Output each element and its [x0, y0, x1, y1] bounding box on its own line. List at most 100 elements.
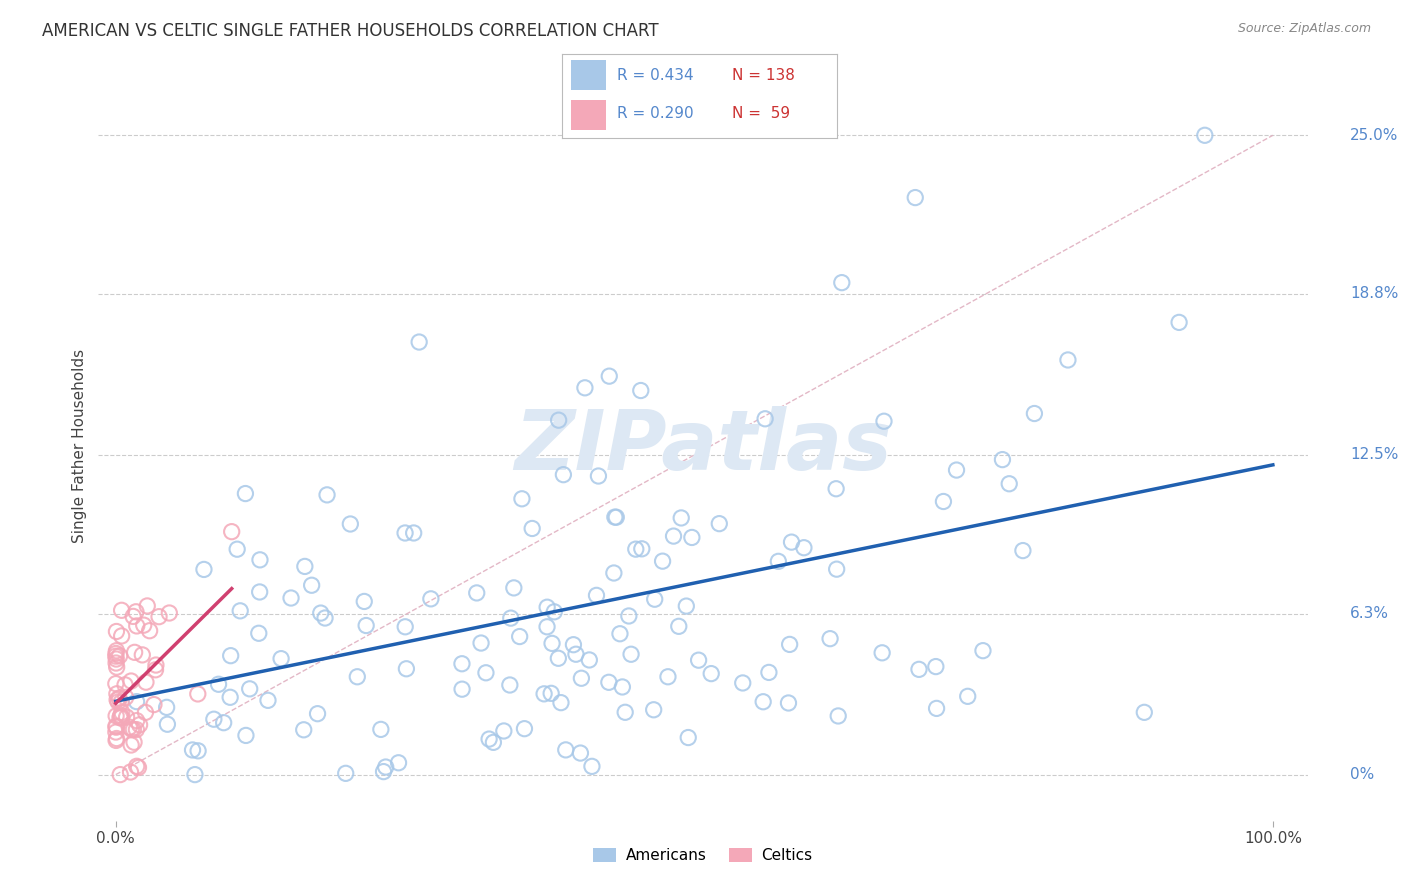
Point [120, 738, 142, 752]
Point [373, 764, 395, 779]
Point [793, 541, 815, 555]
Point [121, 723, 143, 737]
Point [128, 718, 150, 732]
Text: ZIPatlas: ZIPatlas [515, 406, 891, 486]
Point [908, 662, 931, 676]
Point [904, 191, 927, 205]
Point [402, 525, 425, 540]
Point [135, 675, 157, 690]
Point [945, 463, 967, 477]
Y-axis label: Single Father Households: Single Father Households [72, 349, 87, 543]
Point [624, 542, 647, 557]
Point [104, 649, 127, 664]
Point [569, 746, 592, 760]
Point [643, 703, 665, 717]
Point [125, 759, 148, 773]
Text: R = 0.434: R = 0.434 [617, 68, 693, 83]
Point [571, 671, 593, 685]
Point [603, 566, 626, 580]
Point [394, 620, 416, 634]
Point [105, 652, 128, 666]
Point [249, 553, 271, 567]
Point [662, 529, 685, 543]
Point [125, 723, 148, 737]
Point [145, 663, 167, 677]
Point [932, 494, 955, 508]
Point [105, 693, 128, 707]
Point [219, 690, 242, 705]
Point [105, 660, 128, 674]
Point [105, 731, 128, 746]
Legend: Americans, Celtics: Americans, Celtics [588, 841, 818, 869]
Point [1194, 128, 1216, 143]
Point [818, 632, 841, 646]
Point [502, 581, 524, 595]
Text: 18.8%: 18.8% [1350, 286, 1399, 301]
Point [212, 715, 235, 730]
Point [370, 723, 392, 737]
Point [125, 619, 148, 633]
Point [543, 605, 565, 619]
Point [925, 701, 948, 715]
Point [780, 535, 803, 549]
Point [1057, 353, 1080, 368]
Point [578, 653, 600, 667]
Point [105, 624, 128, 639]
Point [145, 658, 167, 673]
Point [239, 681, 262, 696]
Point [758, 665, 780, 680]
Point [221, 524, 243, 539]
Point [107, 695, 129, 709]
Point [134, 706, 156, 720]
Text: 0%: 0% [1350, 767, 1374, 782]
Point [612, 680, 634, 694]
Point [630, 384, 652, 398]
Point [156, 700, 179, 714]
Point [553, 467, 575, 482]
Point [219, 648, 242, 663]
Point [644, 592, 666, 607]
Point [657, 670, 679, 684]
Point [513, 722, 536, 736]
Point [105, 656, 128, 670]
Point [120, 764, 142, 779]
Point [547, 413, 569, 427]
Point [651, 554, 673, 568]
Text: 6.3%: 6.3% [1350, 606, 1389, 621]
Point [499, 678, 522, 692]
Point [114, 678, 136, 692]
Point [778, 696, 800, 710]
Point [825, 482, 848, 496]
Point [108, 767, 131, 781]
Point [1168, 315, 1191, 329]
Point [779, 637, 801, 651]
Point [202, 712, 225, 726]
Point [110, 708, 132, 723]
Point [991, 452, 1014, 467]
Point [115, 710, 138, 724]
Point [136, 599, 159, 613]
Text: R = 0.290: R = 0.290 [617, 106, 693, 120]
Point [110, 710, 132, 724]
Point [598, 675, 620, 690]
Text: AMERICAN VS CELTIC SINGLE FATHER HOUSEHOLDS CORRELATION CHART: AMERICAN VS CELTIC SINGLE FATHER HOUSEHO… [42, 22, 659, 40]
Text: Source: ZipAtlas.com: Source: ZipAtlas.com [1237, 22, 1371, 36]
Point [465, 586, 488, 600]
Point [142, 698, 165, 712]
Point [533, 687, 555, 701]
Point [565, 647, 588, 661]
Point [249, 585, 271, 599]
Text: 25.0%: 25.0% [1350, 128, 1399, 143]
Point [451, 657, 474, 671]
Point [339, 516, 361, 531]
Point [831, 276, 853, 290]
Point [688, 653, 710, 667]
Point [354, 618, 377, 632]
Point [235, 728, 257, 742]
Point [676, 731, 699, 745]
Point [138, 624, 160, 638]
Point [956, 690, 979, 704]
Point [536, 600, 558, 615]
Point [870, 646, 893, 660]
Point [536, 620, 558, 634]
